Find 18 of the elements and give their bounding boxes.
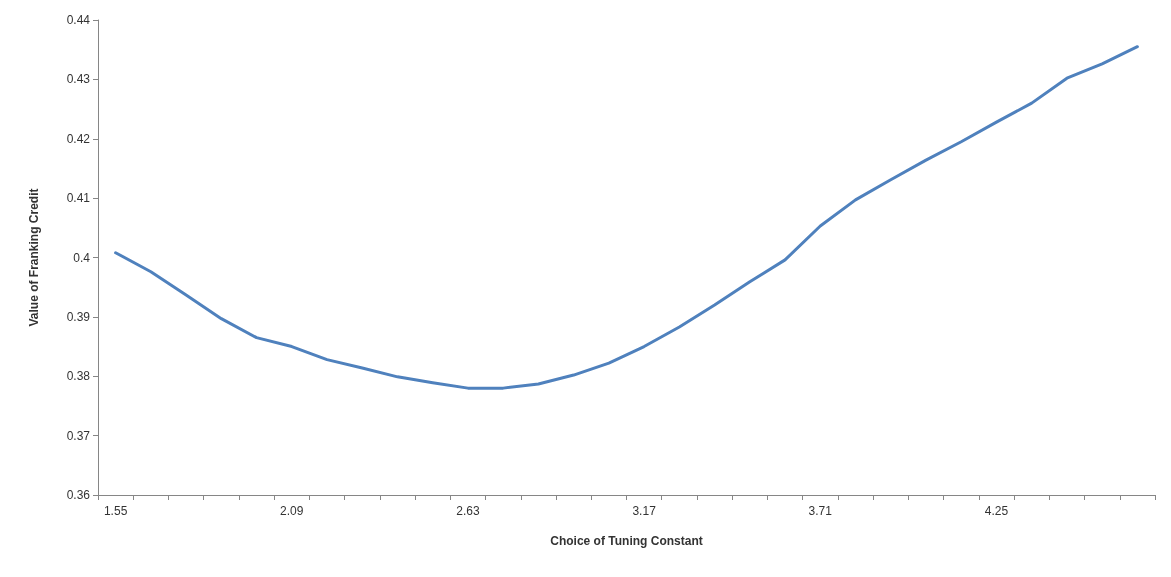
x-tick-label: 2.09 [280, 504, 304, 518]
y-axis-title: Value of Franking Credit [27, 188, 41, 327]
x-tick-label: 2.63 [456, 504, 480, 518]
x-tick-label: 3.17 [632, 504, 657, 518]
y-tick-label: 0.36 [66, 488, 91, 502]
x-tick-label: 1.55 [103, 504, 128, 518]
line-series [114, 45, 1139, 390]
y-tick-label: 0.4 [73, 250, 91, 265]
y-tick-label: 0.38 [66, 369, 91, 384]
y-tick-label: 0.37 [66, 428, 91, 443]
y-tick-label: 0.44 [66, 13, 91, 27]
y-tick-label: 0.42 [66, 131, 91, 146]
y-tick-label: 0.39 [66, 309, 91, 324]
x-tick-label: 3.71 [808, 504, 833, 518]
y-tick-label: 0.41 [66, 191, 91, 206]
y-tick-label: 0.43 [66, 72, 91, 87]
x-tick-label: 4.25 [984, 504, 1009, 518]
x-axis-title: Choice of Tuning Constant [550, 534, 703, 548]
